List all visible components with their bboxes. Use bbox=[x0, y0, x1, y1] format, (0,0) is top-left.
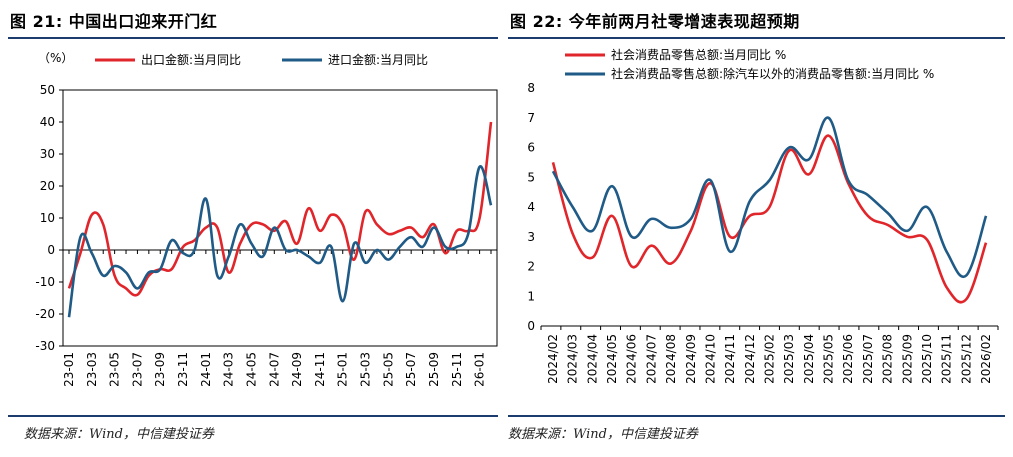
c2-x-tick-label: 2024/12 bbox=[743, 334, 757, 384]
c2-y-tick-label: 4 bbox=[527, 200, 535, 214]
c1-unit-label: （%） bbox=[38, 51, 73, 65]
c2-y-tick-label: 6 bbox=[527, 141, 535, 155]
c1-x-tick-label: 25-11 bbox=[450, 352, 464, 387]
c2-legend: 社会消费品零售总额:当月同比 % 社会消费品零售总额:除汽车以外的消费品零售额:当… bbox=[565, 47, 934, 81]
c2-x-tick-label: 2025/06 bbox=[841, 334, 855, 384]
export-import-chart: -30 -20 -10 0 10 20 30 40 50 （%） 23-01 23-03 23-05 23… bbox=[35, 51, 498, 387]
c1-x-tick-label: 23-01 bbox=[62, 352, 76, 387]
c2-y-tick-label: 0 bbox=[527, 319, 535, 333]
c1-x-tick-label: 24-09 bbox=[290, 352, 304, 387]
left-title-rule bbox=[8, 37, 498, 39]
c1-y-tick-label: -20 bbox=[35, 307, 55, 321]
c2-x-tick-label: 2024/08 bbox=[664, 334, 678, 384]
c1-x-tick-label: 24-03 bbox=[222, 352, 236, 387]
c2-x-tick-label: 2025/04 bbox=[802, 334, 816, 384]
left-figure-title: 图 21: 中国出口迎来开门红 bbox=[10, 12, 218, 31]
c1-x-tick-label: 23-09 bbox=[153, 352, 167, 387]
c1-y-tick-label: 50 bbox=[40, 83, 55, 97]
right-figure-title: 图 22: 今年前两月社零增速表现超预期 bbox=[510, 12, 800, 31]
c1-y-tick-label: 40 bbox=[40, 115, 55, 129]
c2-x-tick-label: 2024/07 bbox=[644, 334, 658, 384]
c1-legend-label: 进口金额:当月同比 bbox=[328, 52, 428, 67]
c2-y-tick-label: 3 bbox=[527, 230, 535, 244]
c2-x-tick-label: 2026/02 bbox=[979, 334, 993, 384]
c2-y-tick-label: 5 bbox=[527, 170, 535, 184]
c1-x-tick-label: 24-01 bbox=[199, 352, 213, 387]
c2-y-tick-label: 7 bbox=[527, 111, 535, 125]
c2-y-tick-label: 1 bbox=[527, 289, 535, 303]
c1-series bbox=[67, 121, 493, 318]
c1-legend-label: 出口金额:当月同比 bbox=[141, 52, 241, 67]
c2-x-tick-label: 2024/05 bbox=[605, 334, 619, 384]
c2-x-tick-label: 2025/05 bbox=[822, 334, 836, 384]
c1-y-tick-label: 10 bbox=[40, 211, 55, 225]
c1-x-tick-label: 23-05 bbox=[108, 352, 122, 387]
c2-x-tick-label: 2024/09 bbox=[684, 334, 698, 384]
c2-x-tick-label: 2024/10 bbox=[703, 334, 717, 384]
c2-x-tick-label: 2025/08 bbox=[881, 334, 895, 384]
c2-series-line-total bbox=[551, 134, 988, 304]
c1-legend: 出口金额:当月同比 进口金额:当月同比 bbox=[95, 52, 428, 67]
c1-plot-frame bbox=[62, 89, 498, 347]
c1-axes: -30 -20 -10 0 10 20 30 40 50 （%） 23-01 23-03 23-05 23… bbox=[35, 51, 498, 387]
c1-x-tick-label: 24-07 bbox=[267, 352, 281, 387]
c1-x-tick-label: 23-11 bbox=[176, 352, 190, 387]
c2-axes: 0 1 2 3 4 5 6 7 8 2024/02 2024/03 2024/04 2024/05 202… bbox=[527, 81, 999, 384]
left-bottom-rule bbox=[8, 415, 498, 417]
c2-x-tick-label: 2024/11 bbox=[723, 334, 737, 384]
c1-x-tick-label: 25-03 bbox=[359, 352, 373, 387]
right-source-note: 数据来源：Wind，中信建投证券 bbox=[508, 427, 698, 442]
c2-x-tick-label: 2024/02 bbox=[546, 334, 560, 384]
c1-series-line-export bbox=[67, 121, 493, 297]
c2-series bbox=[551, 116, 988, 304]
c2-x-tick-label: 2025/11 bbox=[940, 334, 954, 384]
c1-x-tick-label: 23-03 bbox=[85, 352, 99, 387]
c1-y-tick-label: 30 bbox=[40, 147, 55, 161]
right-title-rule bbox=[508, 37, 1005, 39]
c1-x-tick-label: 25-05 bbox=[381, 352, 395, 387]
c2-x-tick-label: 2024/06 bbox=[625, 334, 639, 384]
c1-series-line-import bbox=[67, 165, 493, 318]
c1-y-tick-label: -10 bbox=[35, 275, 55, 289]
c2-series-line-ex-auto bbox=[551, 116, 988, 279]
c2-x-tick-label: 2025/09 bbox=[900, 334, 914, 384]
c1-y-tick-label: 20 bbox=[40, 179, 55, 193]
c1-y-tick-label: -30 bbox=[35, 339, 55, 353]
c2-y-tick-label: 8 bbox=[527, 81, 535, 95]
c2-x-tick-label: 2024/03 bbox=[566, 334, 580, 384]
c1-x-tick-label: 24-11 bbox=[313, 352, 327, 387]
c1-y-tick-label: 0 bbox=[47, 243, 55, 257]
c2-x-tick-label: 2025/02 bbox=[763, 334, 777, 384]
c1-x-tick-label: 25-07 bbox=[404, 352, 418, 387]
retail-sales-chart: 0 1 2 3 4 5 6 7 8 2024/02 2024/03 2024/04 2024/05 202… bbox=[527, 47, 999, 384]
c2-y-tick-label: 2 bbox=[527, 260, 535, 274]
c1-x-tick-label: 25-01 bbox=[336, 352, 350, 387]
c1-x-tick-label: 25-09 bbox=[427, 352, 441, 387]
c2-legend-label: 社会消费品零售总额:当月同比 % bbox=[611, 47, 786, 62]
c1-x-tick-label: 24-05 bbox=[244, 352, 258, 387]
c2-x-tick-label: 2025/10 bbox=[920, 334, 934, 384]
c1-x-tick-label: 23-07 bbox=[130, 352, 144, 387]
right-bottom-rule bbox=[508, 415, 1005, 417]
c2-x-tick-label: 2025/07 bbox=[861, 334, 875, 384]
c1-x-tick-label: 26-01 bbox=[473, 352, 487, 387]
left-source-note: 数据来源：Wind，中信建投证券 bbox=[24, 427, 214, 442]
c2-legend-label: 社会消费品零售总额:除汽车以外的消费品零售额:当月同比 % bbox=[611, 66, 934, 81]
c2-x-tick-label: 2025/03 bbox=[782, 334, 796, 384]
c2-x-tick-label: 2025/12 bbox=[959, 334, 973, 384]
c2-x-tick-label: 2024/04 bbox=[585, 334, 599, 384]
